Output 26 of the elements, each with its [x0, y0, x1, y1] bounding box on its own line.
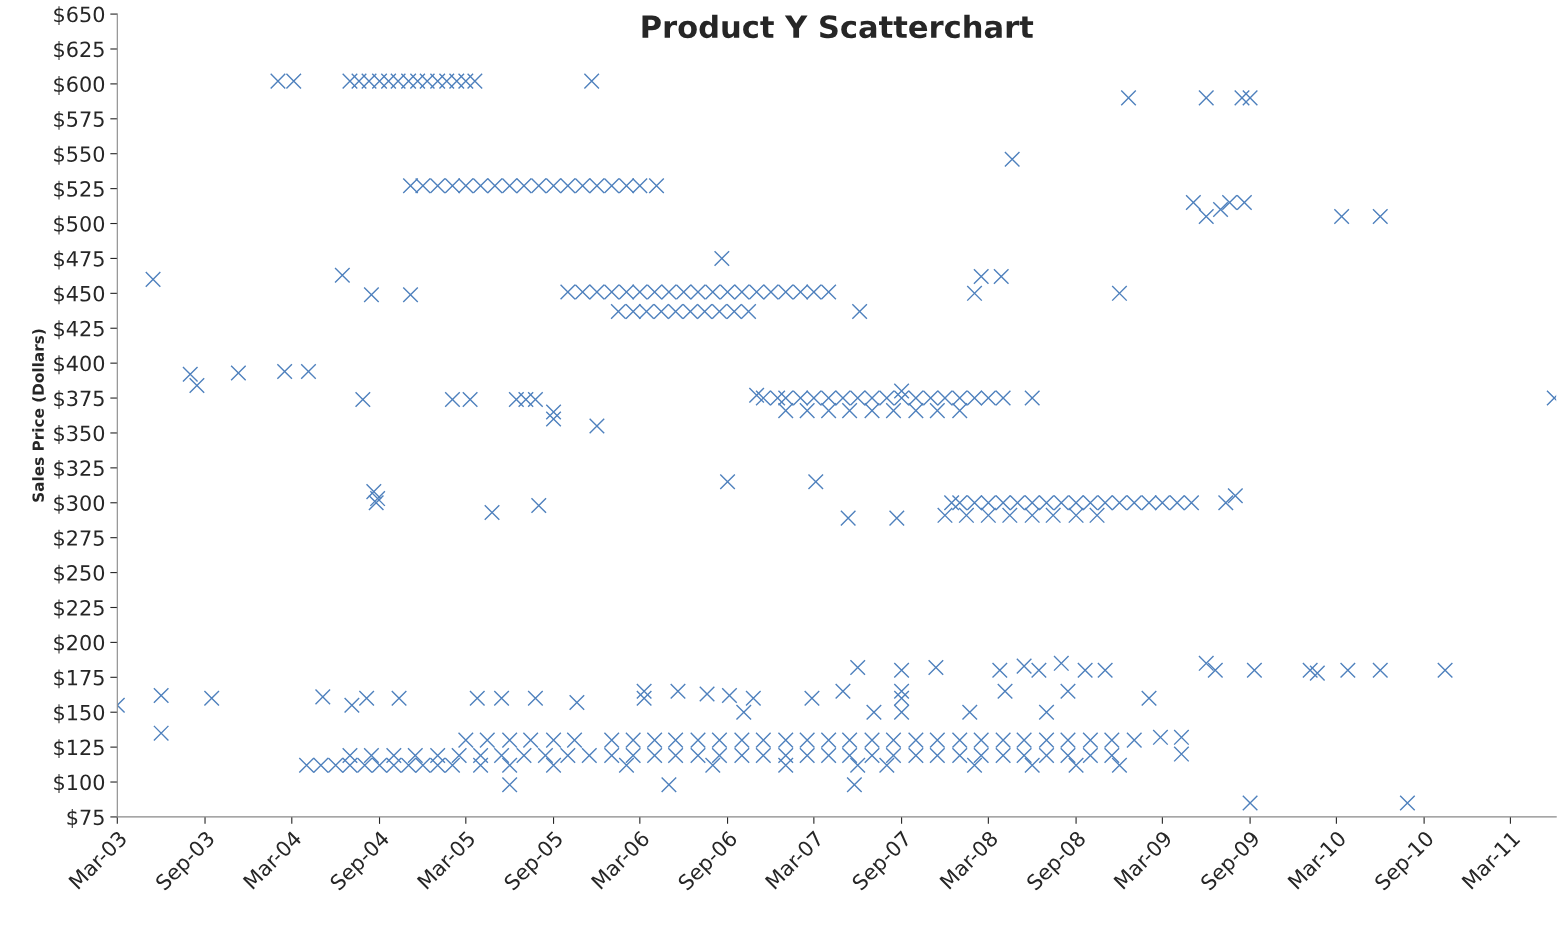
y-tick-label: $375 — [54, 390, 104, 410]
y-tick-label: $425 — [54, 320, 104, 340]
y-tick-label: $325 — [54, 459, 104, 479]
y-tick-label: $175 — [54, 669, 104, 689]
y-tick-label: $475 — [54, 250, 104, 270]
y-axis-title: Sales Price (Dollars) — [32, 329, 46, 502]
y-tick-label: $575 — [54, 110, 104, 130]
y-tick-label: $275 — [54, 529, 104, 549]
y-tick-label: $550 — [54, 145, 105, 165]
y-tick-label: $300 — [54, 494, 105, 514]
y-tick-label: $400 — [54, 355, 105, 375]
y-tick-label: $500 — [54, 215, 105, 235]
y-tick-label: $525 — [54, 180, 104, 200]
y-tick-label: $650 — [54, 6, 105, 26]
y-tick-label: $100 — [54, 774, 105, 793]
y-tick-label: $225 — [54, 599, 104, 619]
y-tick-label: $450 — [54, 285, 105, 305]
y-tick-label: $125 — [54, 739, 104, 759]
y-tick-label: $150 — [54, 704, 105, 724]
y-tick-label: $350 — [54, 425, 105, 444]
chart-title: Product Y Scatterchart — [642, 14, 1034, 39]
y-tick-label: $625 — [54, 41, 104, 60]
y-tick-label: $200 — [54, 634, 105, 654]
y-tick-label: $600 — [54, 75, 105, 95]
y-tick-label: $250 — [54, 564, 105, 584]
y-tick-label: $75 — [67, 809, 104, 828]
